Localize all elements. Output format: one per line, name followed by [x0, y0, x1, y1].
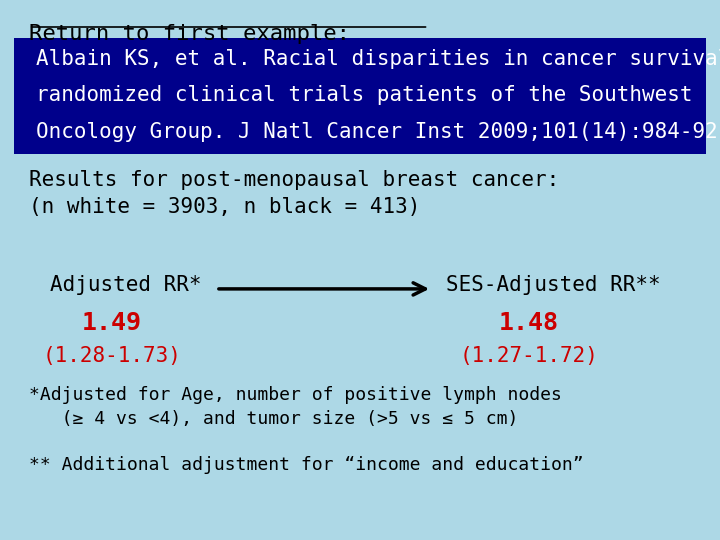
- Text: (n white = 3903, n black = 413): (n white = 3903, n black = 413): [29, 197, 420, 217]
- Text: Return to first example:: Return to first example:: [29, 24, 350, 44]
- Text: (≥ 4 vs <4), and tumor size (>5 vs ≤ 5 cm): (≥ 4 vs <4), and tumor size (>5 vs ≤ 5 c…: [29, 410, 518, 428]
- Text: ** Additional adjustment for “income and education”: ** Additional adjustment for “income and…: [29, 456, 583, 474]
- Text: SES-Adjusted RR**: SES-Adjusted RR**: [446, 275, 661, 295]
- Text: Albain KS, et al. Racial disparities in cancer survival among: Albain KS, et al. Racial disparities in …: [36, 49, 720, 69]
- Text: (1.27-1.72): (1.27-1.72): [460, 346, 598, 366]
- Text: *Adjusted for Age, number of positive lymph nodes: *Adjusted for Age, number of positive ly…: [29, 386, 562, 404]
- Text: 1.48: 1.48: [499, 310, 559, 334]
- Text: Results for post-menopausal breast cancer:: Results for post-menopausal breast cance…: [29, 170, 559, 190]
- Text: (1.28-1.73): (1.28-1.73): [42, 346, 181, 366]
- FancyBboxPatch shape: [14, 38, 706, 154]
- Text: 1.49: 1.49: [81, 310, 142, 334]
- Text: Adjusted RR*: Adjusted RR*: [50, 275, 202, 295]
- Text: Oncology Group. J Natl Cancer Inst 2009;101(14):984-92.: Oncology Group. J Natl Cancer Inst 2009;…: [36, 122, 720, 142]
- Text: randomized clinical trials patients of the Southwest: randomized clinical trials patients of t…: [36, 85, 693, 105]
